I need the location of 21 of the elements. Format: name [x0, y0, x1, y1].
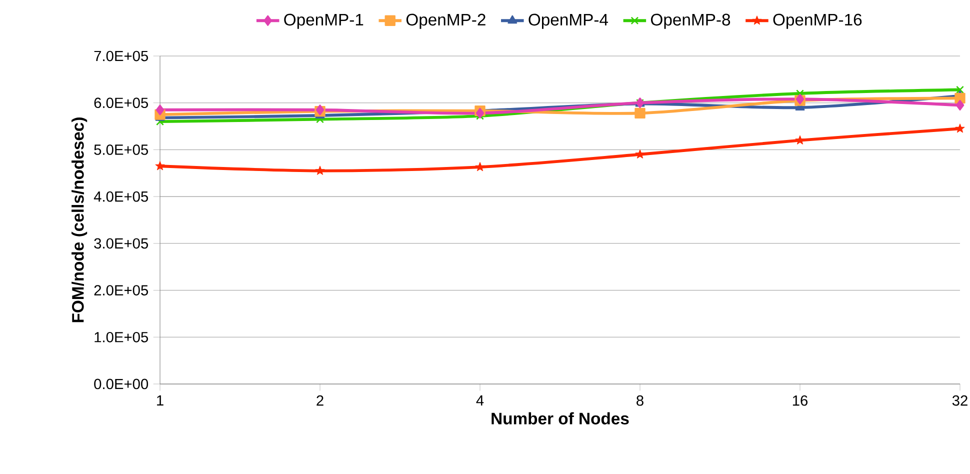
y-tick-label: 2.0E+05 — [94, 285, 148, 296]
y-tick-label: 0.0E+00 — [94, 378, 148, 390]
legend-label: OpenMP-8 — [651, 14, 730, 29]
x-axis-title: Number of Nodes — [492, 412, 629, 424]
legend-label: OpenMP-1 — [284, 14, 364, 29]
legend-label: OpenMP-16 — [773, 14, 862, 29]
y-tick-label: 5.0E+05 — [94, 144, 148, 155]
x-tick-label: 16 — [792, 395, 808, 406]
legend-label: OpenMP-2 — [406, 14, 486, 29]
x-tick-label: 4 — [476, 395, 484, 406]
x-tick-label: 8 — [636, 395, 644, 406]
y-tick-label: 4.0E+05 — [94, 191, 148, 202]
legend-label: OpenMP-4 — [528, 14, 608, 29]
y-tick-label: 6.0E+05 — [94, 98, 148, 108]
x-tick-label: 1 — [157, 395, 164, 406]
y-tick-label: 3.0E+05 — [94, 238, 148, 249]
y-tick-label: 1.0E+05 — [94, 332, 148, 342]
x-tick-label: 2 — [316, 395, 324, 406]
x-tick-label: 32 — [952, 395, 968, 406]
y-tick-label: 7.0E+05 — [94, 50, 148, 62]
y-axis-title: FOM/node (cells/nodesec) — [72, 118, 88, 322]
